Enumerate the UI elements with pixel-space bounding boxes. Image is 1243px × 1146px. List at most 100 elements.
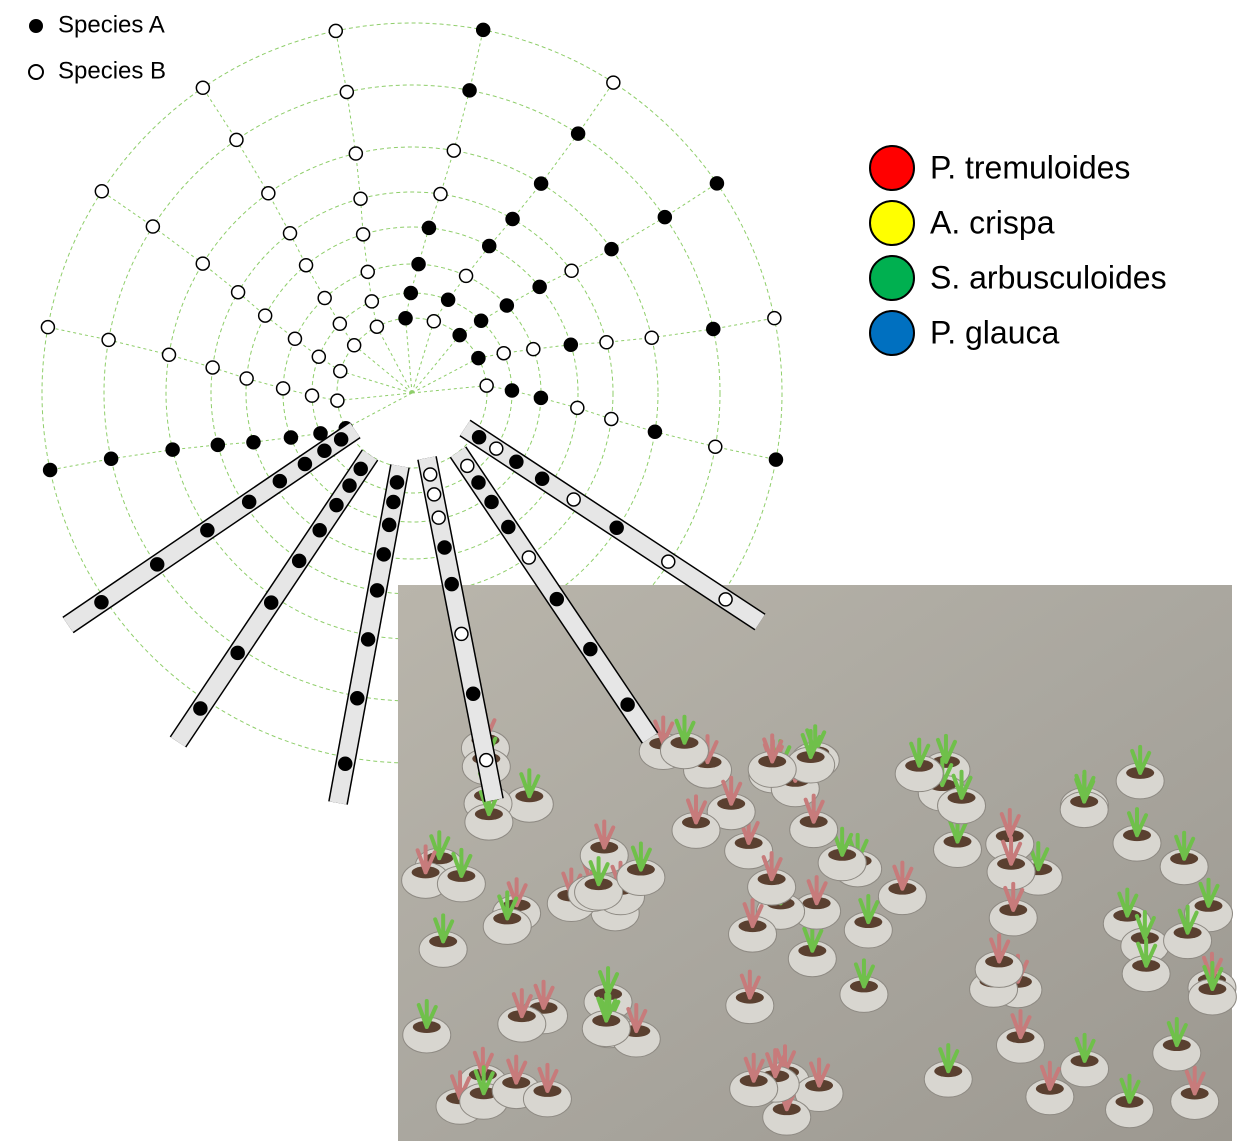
plant-position (455, 627, 468, 640)
plant-position (497, 347, 510, 360)
plant-position (500, 299, 513, 312)
species-swatch (870, 256, 914, 300)
plant-position (567, 493, 580, 506)
plant-position (536, 472, 549, 485)
plant-position (306, 389, 319, 402)
plant-position (645, 331, 658, 344)
plant-position (194, 702, 207, 715)
plant-position (231, 646, 244, 659)
plant-position (472, 352, 485, 365)
plant-position (434, 188, 447, 201)
plant-position (572, 127, 585, 140)
plant-position (404, 287, 417, 300)
plant-position (490, 442, 503, 455)
plant-position (288, 332, 301, 345)
plant-position (313, 524, 326, 537)
plant-position (505, 384, 518, 397)
plant-position (196, 257, 209, 270)
plant-position (314, 427, 327, 440)
plant-position (502, 520, 515, 533)
plant-position (277, 382, 290, 395)
plant-position (105, 452, 118, 465)
plant-position (361, 265, 374, 278)
plant-position (571, 401, 584, 414)
species-label: P. tremuloides (930, 149, 1130, 185)
plant-position (365, 295, 378, 308)
plant-position (41, 321, 54, 334)
plant-position (146, 220, 159, 233)
plant-position (354, 192, 367, 205)
page: Species A Species B P. tremuloidesA. cri… (0, 0, 1243, 1146)
plant-position (390, 476, 403, 489)
spoke (460, 183, 717, 335)
plant-position (196, 81, 209, 94)
plant-position (318, 292, 331, 305)
plant-position (533, 280, 546, 293)
plant-position (467, 687, 480, 700)
species-label: P. glauca (930, 314, 1060, 350)
plant-position (584, 643, 597, 656)
plant-position (535, 177, 548, 190)
plant-position (312, 350, 325, 363)
plant-position (351, 692, 364, 705)
plant-position (769, 453, 782, 466)
plant-position (370, 320, 383, 333)
legend-label: Species B (58, 57, 166, 84)
plant-position (298, 458, 311, 471)
spoke (412, 321, 434, 393)
plant-position (102, 333, 115, 346)
species-label: S. arbusculoides (930, 259, 1167, 295)
spoke (102, 191, 340, 371)
plant-position (564, 338, 577, 351)
plant-position (463, 84, 476, 97)
plant-position (648, 425, 661, 438)
plant-position (605, 412, 618, 425)
plant-position (206, 361, 219, 374)
plant-position (424, 468, 437, 481)
plant-position (201, 524, 214, 537)
plant-position (621, 698, 634, 711)
plant-position (447, 144, 460, 157)
plant-position (707, 322, 720, 335)
plant-position (340, 85, 353, 98)
plant-position (259, 309, 272, 322)
seedling-photo (398, 585, 1236, 1141)
plant-position (461, 459, 474, 472)
plant-position (300, 259, 313, 272)
plant-position (719, 593, 732, 606)
plant-position (230, 133, 243, 146)
plant-position (330, 499, 343, 512)
plant-position (162, 348, 175, 361)
plant-position (607, 76, 620, 89)
plant-position (768, 312, 781, 325)
plant-position (506, 212, 519, 225)
figure: Species A Species B P. tremuloidesA. cri… (0, 0, 1243, 1146)
plant-position (95, 185, 108, 198)
species-legend: P. tremuloidesA. crispaS. arbusculoidesP… (870, 146, 1167, 355)
plant-position (329, 24, 342, 37)
plant-position (243, 495, 256, 508)
species-swatch (870, 201, 914, 245)
plant-position (343, 479, 356, 492)
plant-position (354, 462, 367, 475)
plant-position (262, 187, 275, 200)
plant-position (453, 329, 466, 342)
plant-position (265, 596, 278, 609)
plant-position (44, 463, 57, 476)
plant-position (527, 343, 540, 356)
species-swatch (870, 146, 914, 190)
plant-position (95, 596, 108, 609)
plant-position (247, 436, 260, 449)
plant-position (477, 23, 490, 36)
legend-label: Species A (58, 11, 165, 38)
plant-position (211, 438, 224, 451)
plant-position (473, 431, 486, 444)
plant-position (348, 339, 361, 352)
plant-position (480, 754, 493, 767)
plant-position (318, 444, 331, 457)
plant-position (349, 147, 362, 160)
plant-position (333, 317, 346, 330)
plant-position (475, 314, 488, 327)
plant-position (399, 312, 412, 325)
plant-position (240, 372, 253, 385)
